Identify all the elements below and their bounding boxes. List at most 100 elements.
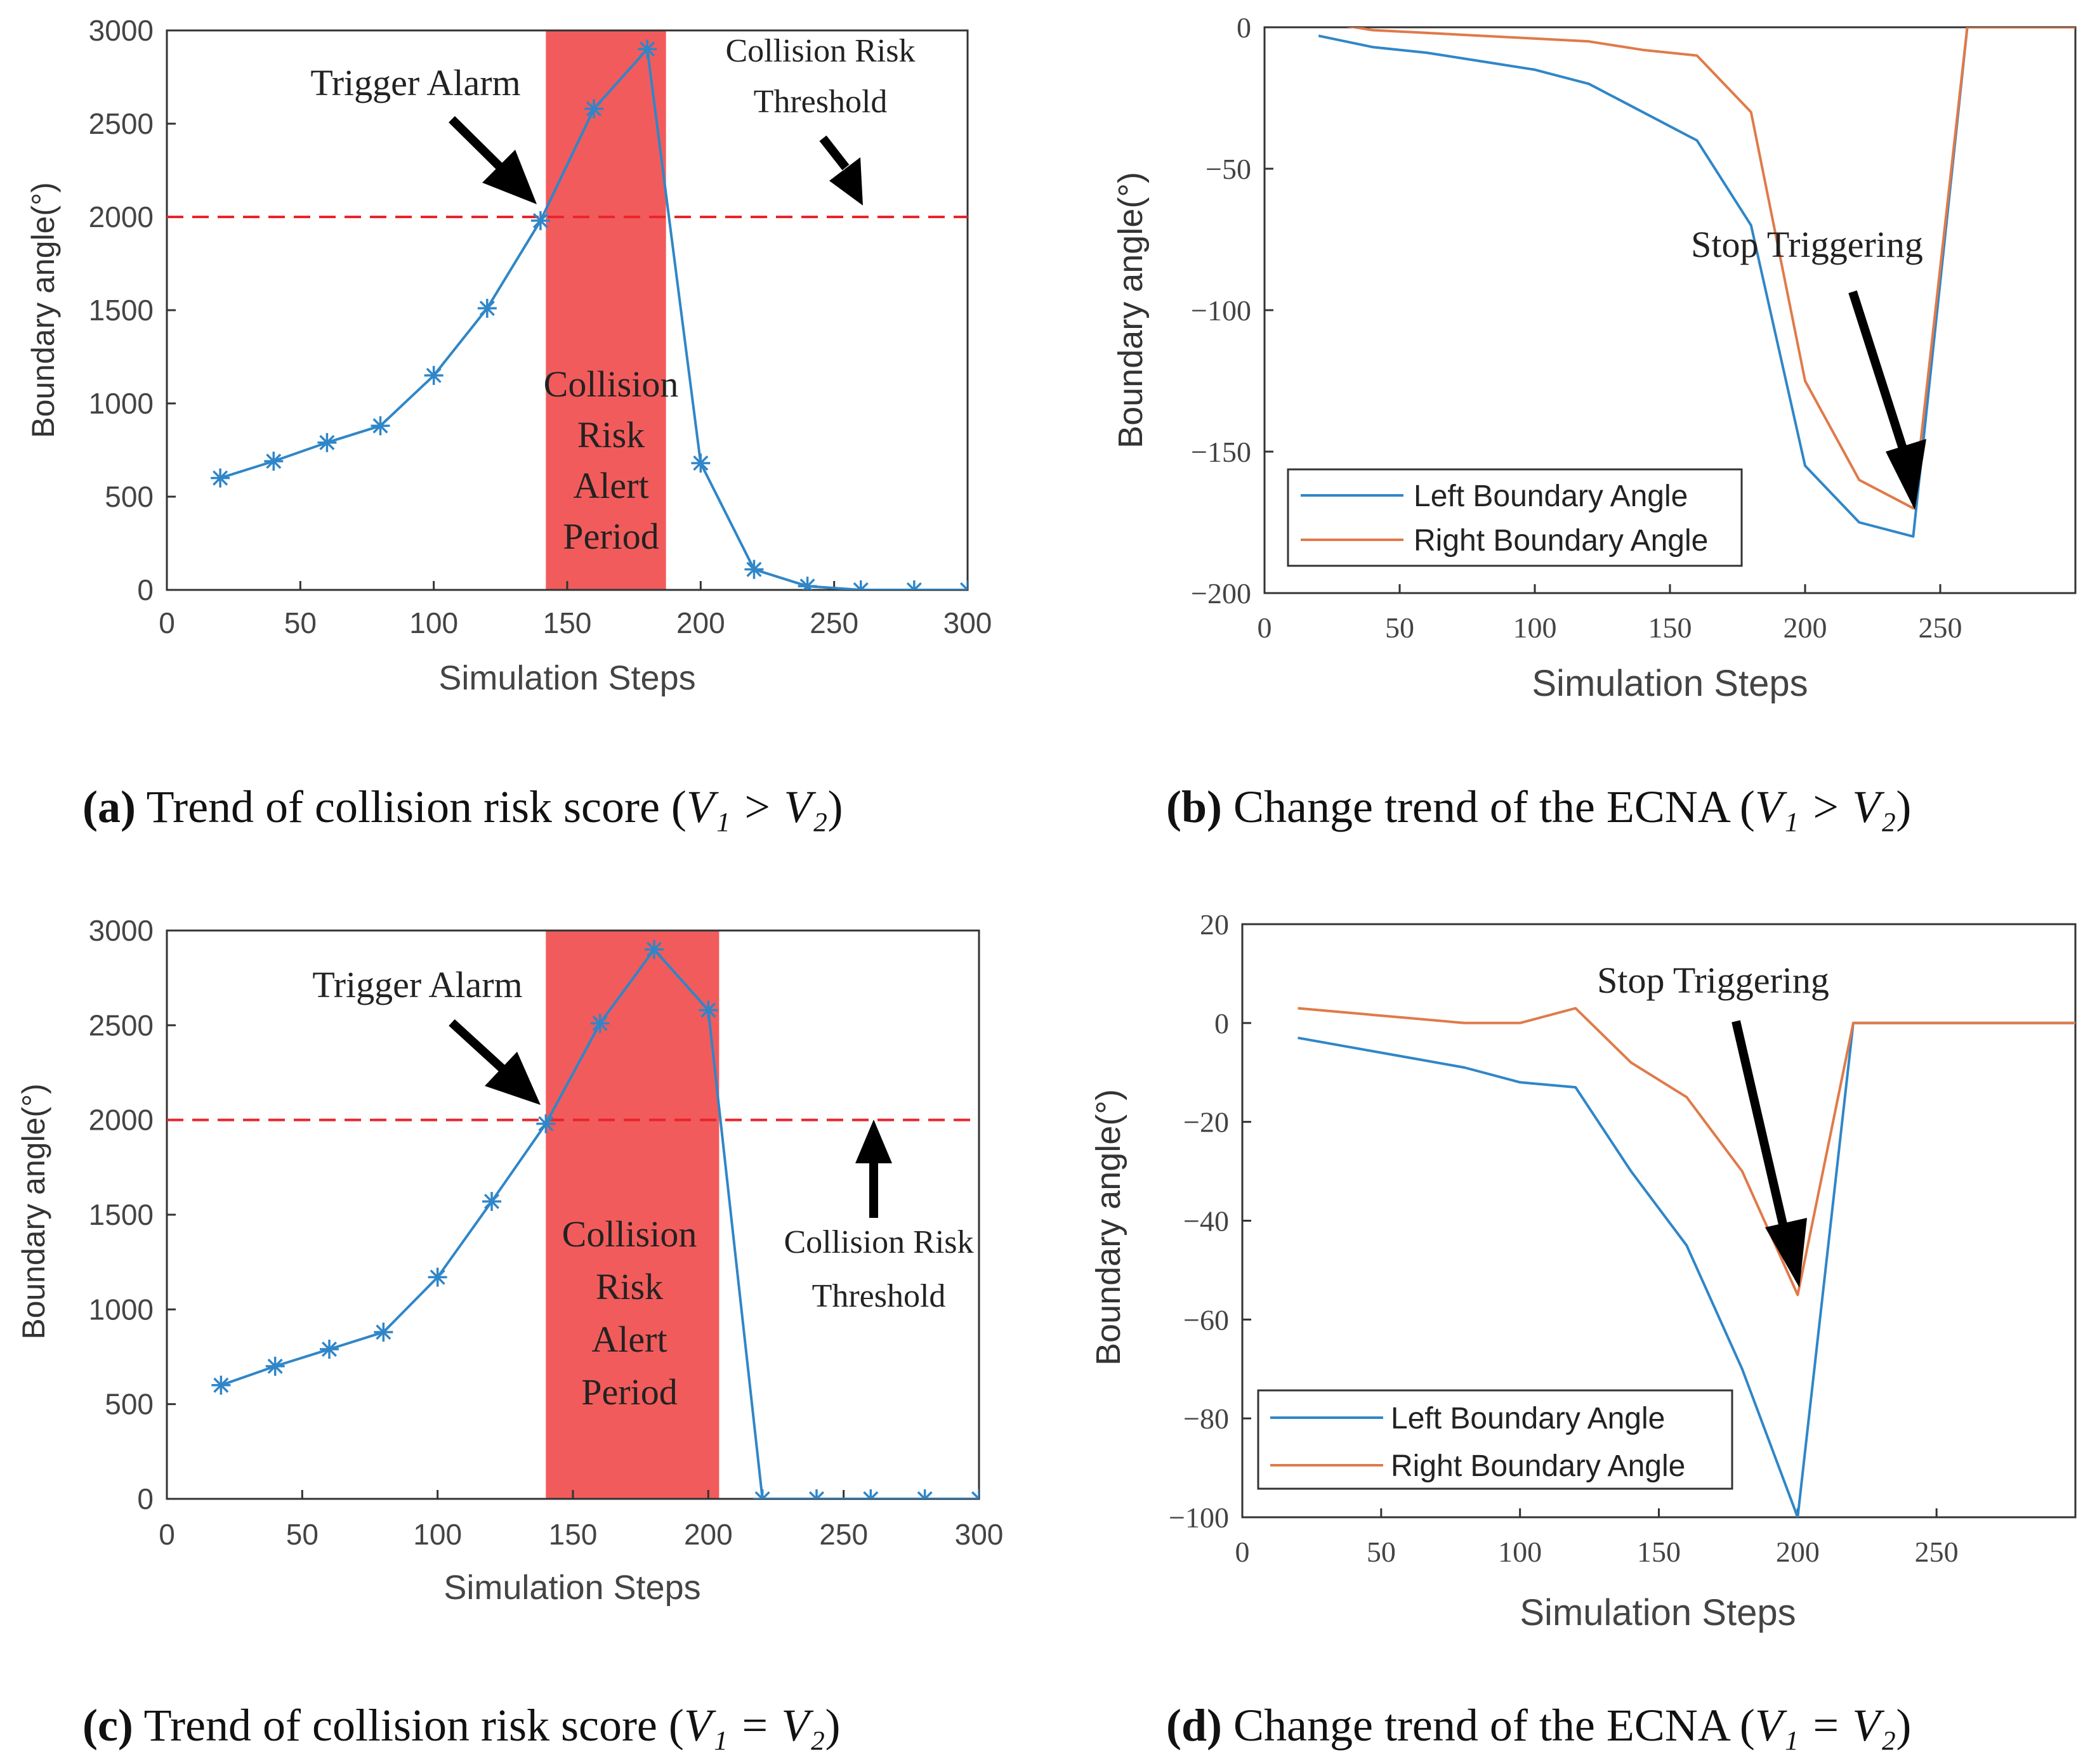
panel-a-x-axis-label: Simulation Steps bbox=[438, 659, 695, 697]
panel-b-x-axis-label: Simulation Steps bbox=[1532, 663, 1808, 704]
panel-d-legend: Left Boundary Angle Right Boundary Angle bbox=[1257, 1389, 1733, 1490]
caption-d-close: ) bbox=[1896, 1700, 1911, 1751]
x-tick-label: 100 bbox=[413, 1518, 462, 1551]
x-tick-label: 200 bbox=[684, 1518, 733, 1551]
panel-a-threshold-label: Collision Risk Threshold bbox=[725, 33, 915, 120]
panel-c: 0 50 100 150 200 250 300 0 500 1000 1500 2000 2500 3… bbox=[16, 914, 1003, 1607]
panel-a-trigger-arrow bbox=[449, 116, 537, 204]
panel-b: 0 50 100 150 200 250 0 −50 −100 −150 −200 Boundar… bbox=[1112, 11, 2077, 704]
data-point-marker bbox=[374, 1323, 393, 1342]
panel-a-alert-band bbox=[546, 30, 666, 590]
y-tick-label: 3000 bbox=[89, 914, 154, 947]
data-point-marker bbox=[638, 39, 657, 59]
caption-d-letter: (d) bbox=[1166, 1700, 1222, 1751]
panel-b-x-ticks: 0 50 100 150 200 250 bbox=[1258, 584, 1962, 644]
x-tick-label: 50 bbox=[1385, 611, 1414, 644]
y-tick-label: 20 bbox=[1200, 908, 1229, 941]
x-tick-label: 0 bbox=[159, 1518, 175, 1551]
panel-b-y-axis-label: Boundary angle(°) bbox=[1112, 172, 1150, 448]
data-point-marker bbox=[264, 452, 284, 471]
y-tick-label: −100 bbox=[1191, 294, 1251, 327]
y-tick-label: 0 bbox=[1237, 11, 1251, 44]
panel-b-stop-triggering-label: Stop Triggering bbox=[1691, 224, 1923, 265]
x-tick-label: 150 bbox=[1637, 1536, 1681, 1568]
x-tick-label: 100 bbox=[1513, 611, 1557, 644]
panel-c-trigger-arrow bbox=[449, 1019, 541, 1105]
panel-c-y-axis-label: Boundary angle(°) bbox=[16, 1083, 51, 1340]
panel-c-x-axis-label: Simulation Steps bbox=[444, 1569, 700, 1607]
data-point-marker bbox=[265, 1356, 285, 1376]
data-point-marker bbox=[645, 939, 664, 959]
legend-entry-right: Right Boundary Angle bbox=[1391, 1449, 1685, 1483]
data-point-marker bbox=[699, 1000, 718, 1020]
caption-a: (a) Trend of collision risk score (V₁ > … bbox=[82, 781, 843, 832]
y-tick-label: 0 bbox=[1214, 1007, 1229, 1040]
panel-c-trigger-alarm-label: Trigger Alarm bbox=[312, 964, 522, 1005]
y-tick-label: 500 bbox=[105, 1388, 154, 1421]
band-label-line-3: Alert bbox=[573, 465, 648, 506]
y-tick-label: 500 bbox=[105, 480, 154, 513]
threshold-label-line-1: Collision Risk bbox=[725, 33, 915, 69]
x-tick-label: 50 bbox=[1367, 1536, 1396, 1568]
x-tick-label: 300 bbox=[955, 1518, 1004, 1551]
panel-d: 0 50 100 150 200 250 200−20−40−60−80−100 Boun… bbox=[1089, 908, 2077, 1633]
panel-d-y-axis-label: Boundary angle(°) bbox=[1089, 1089, 1127, 1366]
caption-b-text: Change trend of the ECNA ( bbox=[1222, 781, 1755, 832]
band-label-line-4: Period bbox=[563, 516, 659, 557]
x-tick-label: 150 bbox=[1648, 611, 1692, 644]
x-tick-label: 150 bbox=[549, 1518, 598, 1551]
caption-a-letter: (a) bbox=[82, 781, 136, 832]
y-tick-label: 1000 bbox=[89, 1293, 154, 1326]
band-label-line-1: Collision bbox=[544, 363, 679, 405]
y-tick-label: 2000 bbox=[89, 1104, 154, 1137]
x-tick-label: 300 bbox=[943, 606, 992, 639]
data-point-marker bbox=[744, 559, 764, 579]
x-tick-label: 250 bbox=[819, 1518, 868, 1551]
y-tick-label: −100 bbox=[1169, 1501, 1229, 1534]
data-point-marker bbox=[752, 1489, 772, 1499]
y-tick-label: 3000 bbox=[89, 14, 154, 47]
panel-a-x-ticks: 0 50 100 150 200 250 300 bbox=[159, 581, 992, 639]
panel-b-stop-arrow bbox=[1848, 290, 1926, 510]
caption-d-text: Change trend of the ECNA ( bbox=[1222, 1700, 1755, 1751]
x-tick-label: 150 bbox=[543, 606, 592, 639]
legend-box bbox=[1257, 1389, 1733, 1490]
panel-b-y-ticks: 0 −50 −100 −150 −200 bbox=[1191, 11, 1273, 610]
data-point-marker bbox=[371, 416, 390, 436]
legend-entry-left: Left Boundary Angle bbox=[1391, 1402, 1665, 1435]
panel-a-threshold-arrow bbox=[819, 135, 863, 206]
data-point-marker bbox=[969, 1489, 979, 1499]
band-label-line-1: Collision bbox=[562, 1213, 697, 1255]
panel-c-y-ticks: 0 500 1000 1500 2000 2500 3000 bbox=[89, 914, 176, 1515]
legend-entry-right: Right Boundary Angle bbox=[1414, 524, 1708, 558]
panel-c-x-ticks: 0 50 100 150 200 250 300 bbox=[159, 1490, 1003, 1551]
x-tick-label: 0 bbox=[159, 606, 175, 639]
y-tick-label: −200 bbox=[1191, 577, 1251, 610]
y-tick-label: −150 bbox=[1191, 436, 1251, 468]
caption-d-math: V₁ = V₂ bbox=[1755, 1700, 1896, 1751]
threshold-label-line-1: Collision Risk bbox=[784, 1224, 973, 1260]
panel-d-y-ticks: 20 0 −20 −40 −60 −80 −100 bbox=[1169, 908, 1251, 1534]
panel-a-markers bbox=[211, 39, 968, 590]
data-point-marker bbox=[424, 365, 444, 385]
threshold-label-line-2: Threshold bbox=[754, 84, 888, 120]
caption-a-close: ) bbox=[828, 781, 843, 832]
data-point-marker bbox=[590, 1014, 610, 1033]
x-tick-label: 250 bbox=[810, 606, 858, 639]
x-tick-label: 0 bbox=[1258, 611, 1272, 644]
band-label-line-4: Period bbox=[581, 1371, 677, 1413]
panel-d-left-boundary-line bbox=[1298, 1021, 2075, 1517]
panel-c-markers bbox=[211, 939, 979, 1499]
data-point-marker bbox=[530, 211, 550, 230]
panel-a-y-axis-label: Boundary angle(°) bbox=[25, 182, 61, 438]
data-point-marker bbox=[691, 454, 711, 473]
caption-b-close: ) bbox=[1896, 781, 1911, 832]
band-label-line-2: Risk bbox=[596, 1266, 663, 1307]
y-tick-label: 1500 bbox=[89, 294, 154, 327]
band-label-line-3: Alert bbox=[591, 1319, 667, 1360]
x-tick-label: 0 bbox=[1235, 1536, 1250, 1568]
caption-d: (d) Change trend of the ECNA (V₁ = V₂) bbox=[1166, 1700, 1911, 1751]
data-point-marker bbox=[958, 580, 968, 590]
data-point-marker bbox=[807, 1489, 826, 1499]
